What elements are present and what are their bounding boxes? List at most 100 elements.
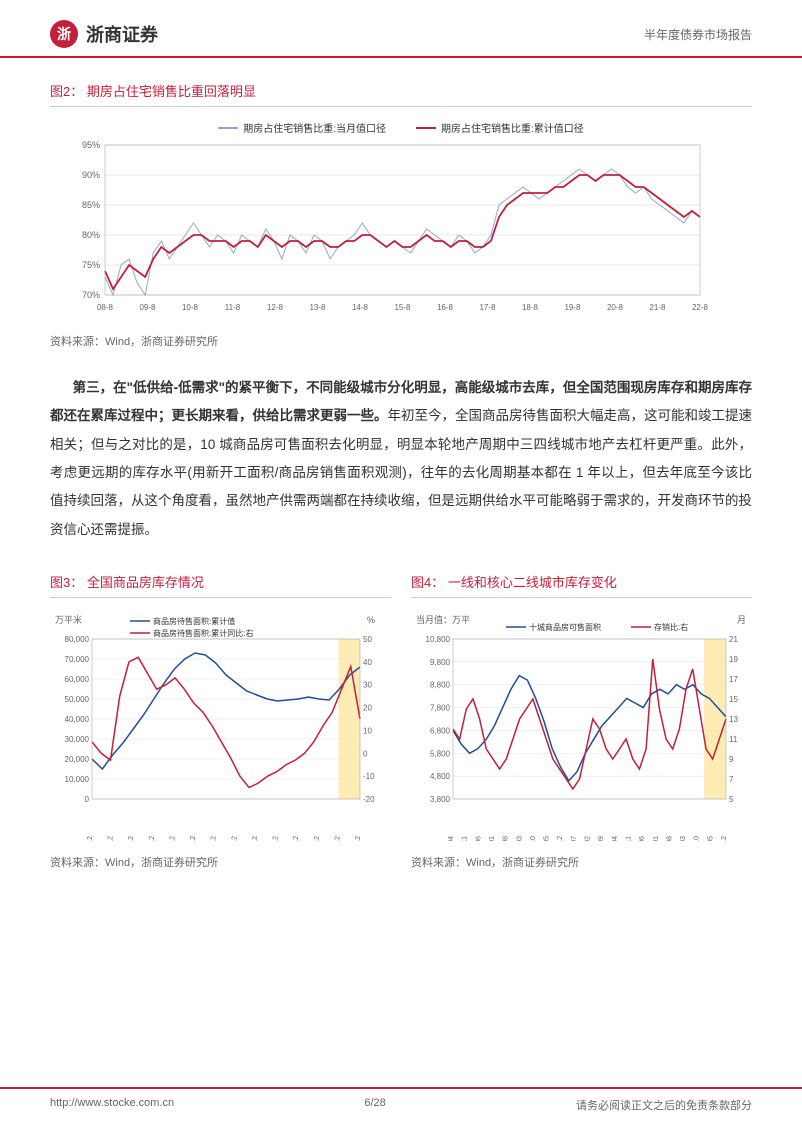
logo-icon: 浙	[50, 20, 78, 48]
svg-text:50: 50	[363, 635, 372, 644]
svg-text:13-08: 13-08	[503, 836, 510, 841]
legend-label: 期房占住宅销售比重:当月值口径	[243, 120, 386, 135]
svg-text:15-05: 15-05	[544, 836, 551, 841]
svg-text:90%: 90%	[82, 170, 100, 180]
svg-text:14-10: 14-10	[530, 836, 537, 841]
svg-text:10: 10	[363, 726, 372, 735]
svg-text:%: %	[367, 615, 375, 625]
legend-item: 期房占住宅销售比重:累计值口径	[416, 120, 584, 135]
svg-text:12-06: 12-06	[475, 836, 482, 841]
svg-text:22-8: 22-8	[692, 303, 709, 312]
svg-text:6,800: 6,800	[430, 726, 451, 735]
body-paragraph: 第三，在"低供给-低需求"的紧平衡下，不同能级城市分化明显，高能级城市去库，但全…	[50, 374, 752, 544]
svg-text:5,800: 5,800	[430, 749, 451, 758]
svg-text:5: 5	[729, 795, 734, 804]
svg-text:19-8: 19-8	[564, 303, 581, 312]
svg-text:15-12: 15-12	[211, 836, 218, 841]
svg-text:商品房待售面积:累计同比:右: 商品房待售面积:累计同比:右	[153, 628, 253, 638]
svg-text:17-02: 17-02	[585, 836, 592, 841]
svg-text:8,800: 8,800	[430, 681, 451, 690]
svg-text:30,000: 30,000	[65, 735, 90, 744]
footer-url: http://www.stocke.com.cn	[50, 1097, 174, 1113]
svg-text:09-8: 09-8	[139, 303, 156, 312]
legend-swatch	[416, 127, 436, 129]
svg-text:20-8: 20-8	[607, 303, 624, 312]
fig2-legend: 期房占住宅销售比重:当月值口径 期房占住宅销售比重:累计值口径	[70, 120, 732, 135]
svg-text:18-11: 18-11	[625, 836, 632, 841]
main-content: 图2： 期房占住宅销售比重回落明显 期房占住宅销售比重:当月值口径 期房占住宅销…	[0, 58, 802, 885]
svg-text:70%: 70%	[82, 290, 100, 300]
svg-text:18-12: 18-12	[273, 836, 280, 841]
fig2-source: 资料来源：Wind，浙商证券研究所	[50, 333, 752, 349]
svg-text:当月值：万平: 当月值：万平	[416, 614, 470, 625]
svg-text:40,000: 40,000	[65, 715, 90, 724]
svg-text:11-8: 11-8	[225, 303, 241, 312]
svg-text:85%: 85%	[82, 200, 100, 210]
fig3-svg: 万平米%商品房待售面积:累计值商品房待售面积:累计同比:右010,00020,0…	[50, 611, 390, 841]
svg-text:13-8: 13-8	[309, 303, 326, 312]
body-rest: 年初至今，全国商品房待售面积大幅走高，这可能和竣工提速相关；但与之对比的是，10…	[50, 408, 752, 536]
svg-text:16-07: 16-07	[571, 836, 578, 841]
svg-text:10-12: 10-12	[108, 836, 115, 841]
svg-text:19-06: 19-06	[639, 836, 646, 841]
svg-text:10,800: 10,800	[426, 635, 451, 644]
svg-text:30: 30	[363, 681, 372, 690]
svg-text:13-01: 13-01	[489, 836, 496, 841]
svg-text:20-08: 20-08	[666, 836, 673, 841]
svg-text:80,000: 80,000	[65, 635, 90, 644]
svg-text:60,000: 60,000	[65, 675, 90, 684]
fig2-title: 图2： 期房占住宅销售比重回落明显	[50, 73, 752, 107]
svg-text:10-8: 10-8	[182, 303, 199, 312]
svg-text:14-03: 14-03	[516, 836, 523, 841]
svg-text:21-8: 21-8	[649, 303, 666, 312]
svg-text:21: 21	[729, 635, 738, 644]
svg-text:10,000: 10,000	[65, 775, 90, 784]
svg-text:9,800: 9,800	[430, 658, 451, 667]
svg-text:7: 7	[729, 775, 734, 784]
svg-text:17-8: 17-8	[479, 303, 496, 312]
svg-text:15: 15	[729, 695, 738, 704]
company-name: 浙商证券	[86, 21, 158, 47]
legend-swatch	[218, 127, 238, 129]
fig4-column: 图4： 一线和核心二线城市库存变化 当月值：万平月十城商品房可售面积存销比:右3…	[411, 564, 752, 870]
fig3-source: 资料来源：Wind，浙商证券研究所	[50, 854, 391, 870]
svg-text:20-01: 20-01	[653, 836, 660, 841]
svg-text:20,000: 20,000	[65, 755, 90, 764]
svg-text:08-8: 08-8	[97, 303, 114, 312]
svg-text:20: 20	[363, 704, 372, 713]
svg-text:4,800: 4,800	[430, 772, 451, 781]
fig3-chart: 万平米%商品房待售面积:累计值商品房待售面积:累计同比:右010,00020,0…	[50, 606, 391, 846]
svg-text:存销比:右: 存销比:右	[654, 622, 688, 632]
svg-text:95%: 95%	[82, 140, 100, 150]
svg-text:16-12: 16-12	[231, 836, 238, 841]
svg-text:7,800: 7,800	[430, 704, 451, 713]
svg-text:70,000: 70,000	[65, 655, 90, 664]
svg-text:15-12: 15-12	[557, 836, 564, 841]
svg-text:80%: 80%	[82, 230, 100, 240]
svg-text:15-8: 15-8	[394, 303, 411, 312]
footer-disclaimer: 请务必阅读正文之后的免责条款部分	[576, 1097, 752, 1113]
svg-text:22-12: 22-12	[355, 836, 362, 841]
svg-text:-10: -10	[363, 772, 375, 781]
svg-text:13: 13	[729, 715, 738, 724]
svg-text:21-03: 21-03	[680, 836, 687, 841]
page-footer: http://www.stocke.com.cn 6/28 请务必阅读正文之后的…	[0, 1087, 802, 1113]
page-header: 浙 浙商证券 半年度债券市场报告	[0, 0, 802, 58]
fig2-chart: 期房占住宅销售比重:当月值口径 期房占住宅销售比重:累计值口径 70%75%80…	[50, 115, 752, 325]
svg-text:11-04: 11-04	[448, 836, 455, 841]
logo-area: 浙 浙商证券	[50, 20, 158, 48]
legend-item: 期房占住宅销售比重:当月值口径	[218, 120, 386, 135]
svg-text:0: 0	[363, 749, 368, 758]
svg-text:18-04: 18-04	[612, 836, 619, 841]
svg-text:0: 0	[85, 795, 90, 804]
report-type: 半年度债券市场报告	[644, 26, 752, 43]
svg-text:-20: -20	[363, 795, 375, 804]
svg-text:19: 19	[729, 655, 738, 664]
svg-text:21-12: 21-12	[334, 836, 341, 841]
svg-text:22-12: 22-12	[721, 836, 728, 841]
svg-text:11: 11	[729, 735, 738, 744]
fig4-chart: 当月值：万平月十城商品房可售面积存销比:右3,8004,8005,8006,80…	[411, 606, 752, 846]
fig4-svg: 当月值：万平月十城商品房可售面积存销比:右3,8004,8005,8006,80…	[411, 611, 751, 841]
svg-text:22-05: 22-05	[707, 836, 714, 841]
svg-text:9: 9	[729, 755, 734, 764]
